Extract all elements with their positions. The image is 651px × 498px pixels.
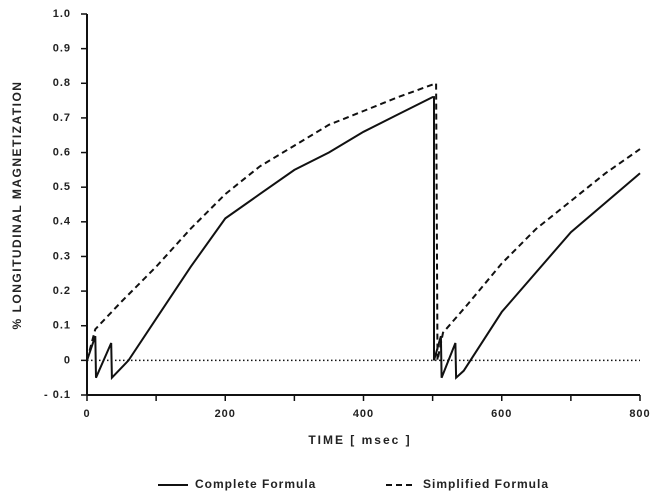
y-tick-label: 0.8 — [53, 77, 71, 89]
y-tick-label: 0.5 — [53, 181, 71, 193]
series-line — [86, 96, 641, 381]
y-tick-label: 0.6 — [53, 146, 71, 158]
y-tick-label: 0.4 — [53, 216, 71, 228]
x-tick-label: 600 — [491, 408, 512, 420]
y-tick-label: 0.9 — [53, 43, 71, 55]
x-tick-label: 0 — [83, 408, 90, 420]
series-line — [86, 81, 641, 361]
y-tick-label: 1.0 — [53, 8, 71, 20]
y-tick-label: 0.7 — [53, 112, 71, 124]
y-tick-label: 0.1 — [53, 320, 71, 332]
x-tick-label: 200 — [215, 408, 236, 420]
y-tick-label: 0.3 — [53, 250, 71, 262]
y-tick-label: 0 — [64, 354, 71, 366]
x-tick-label: 400 — [353, 408, 374, 420]
legend-label: Complete Formula — [195, 477, 316, 491]
y-tick-label: 0.2 — [53, 285, 71, 297]
x-tick-label: 800 — [629, 408, 650, 420]
y-axis-title: % LONGITUDINAL MAGNETIZATION — [10, 81, 24, 330]
legend-label: Simplified Formula — [423, 477, 549, 491]
y-tick-label: - 0.1 — [44, 389, 71, 401]
x-axis-title: TIME [ msec ] — [308, 433, 411, 447]
